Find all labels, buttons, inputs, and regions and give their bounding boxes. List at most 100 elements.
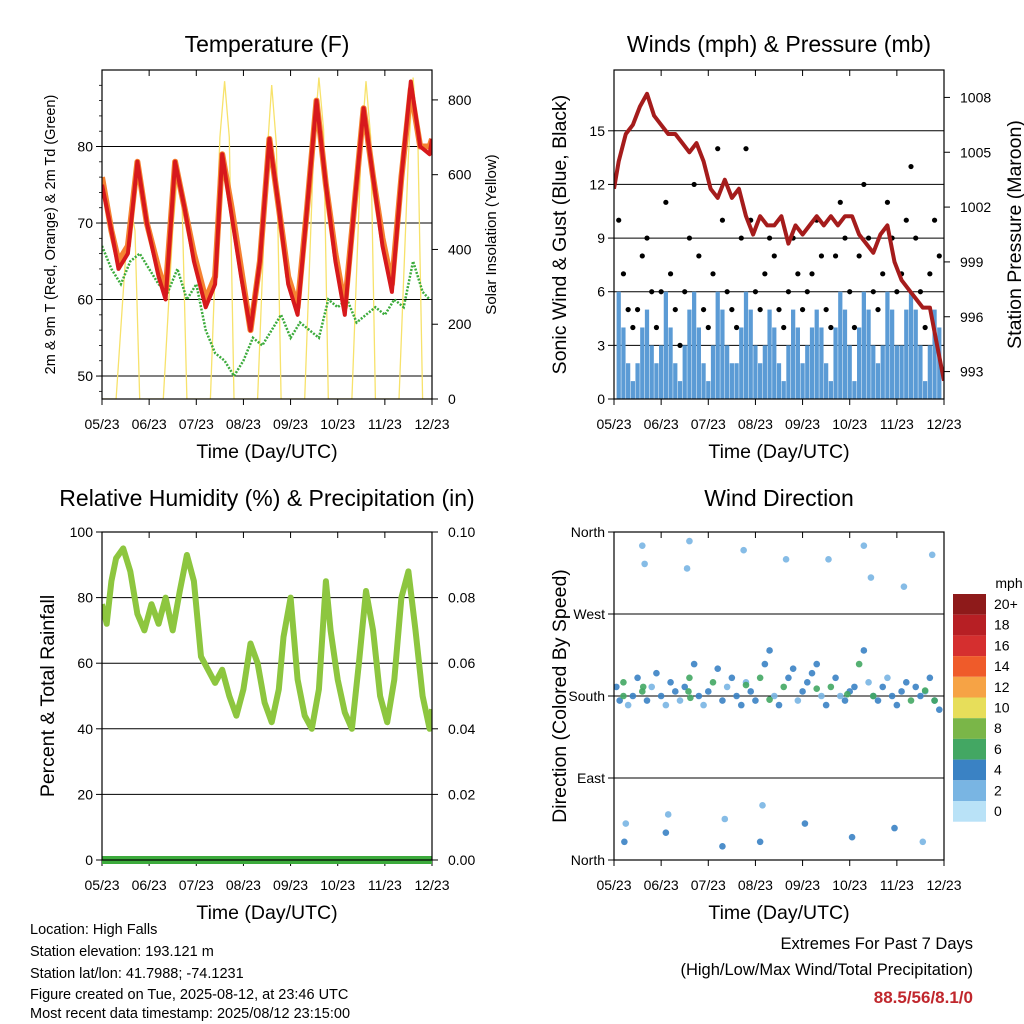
wind-speed-bar: [847, 345, 852, 399]
direction-point: [827, 683, 835, 691]
gust-point: [865, 235, 872, 241]
gust-point: [861, 181, 867, 188]
temperature-x-tick-label: 07/23: [179, 416, 214, 432]
direction-point: [855, 660, 863, 668]
wind-speed-bar: [838, 291, 843, 399]
temperature-y-tick-label: 80: [77, 139, 93, 155]
direction-point: [752, 697, 759, 704]
temperature-y-tick-label: 70: [77, 215, 93, 231]
direction-point: [867, 574, 875, 581]
info-elevation: Station elevation: 193.121 m: [30, 944, 214, 960]
temperature-frame: [101, 69, 433, 400]
humidity-panel: Relative Humidity (%) & Precipitation (i…: [37, 485, 475, 924]
gust-point: [762, 271, 768, 277]
humidity-x-tick-label: 12/23: [414, 877, 449, 893]
wind-speed-bar: [880, 345, 885, 399]
speed-legend: mph 20+ 18 16 14 12 10 8 6 4 2 0: [953, 575, 1023, 822]
humidity-y-axis-label: Percent & Total Rainfall: [37, 595, 59, 797]
gust-point: [894, 289, 900, 295]
direction-point: [714, 665, 722, 672]
wind-speed-bar: [923, 381, 928, 399]
direction-point: [723, 683, 731, 691]
winds-y-tick-label: 9: [597, 230, 605, 246]
wind-speed-bar: [720, 309, 725, 399]
gust-point: [856, 253, 862, 259]
direction-point: [742, 681, 750, 689]
direction-point: [648, 683, 656, 691]
winds-x-tick-label: 08/23: [738, 416, 773, 432]
wind-speed-bar: [743, 291, 749, 399]
direction-point: [766, 647, 773, 654]
direction-point: [874, 697, 882, 704]
direction-y-tick-label: East: [577, 770, 605, 786]
wind-speed-bar: [871, 345, 876, 399]
gust-point: [875, 306, 881, 313]
wind-speed-bar: [635, 363, 640, 399]
wind-speed-bar: [894, 345, 899, 399]
direction-point: [832, 674, 839, 682]
direction-point: [766, 696, 773, 703]
gust-point: [884, 199, 891, 205]
direction-x-tick-label: 06/23: [644, 877, 679, 893]
gust-point: [663, 199, 669, 205]
temp-2m-line: [102, 79, 432, 333]
humidity-y-tick-label: 0: [85, 852, 93, 868]
gust-point: [823, 306, 829, 313]
gust-point: [880, 271, 886, 277]
gust-point: [795, 271, 801, 277]
direction-point: [704, 688, 712, 695]
wind-speed-bar: [668, 327, 673, 399]
speed-legend-swatch: [953, 759, 986, 781]
gust-point: [908, 163, 914, 170]
wind-speed-bar: [927, 345, 932, 399]
direction-point: [740, 546, 747, 554]
direction-point: [687, 694, 694, 702]
wind-speed-bar: [932, 309, 937, 399]
gust-point: [705, 324, 711, 331]
wind-speed-bar: [734, 363, 739, 399]
humidity-y2-tick-label: 0.06: [448, 655, 475, 671]
direction-point: [662, 829, 670, 836]
temperature-x-tick-label: 12/23: [414, 416, 449, 432]
speed-legend-label: 2: [994, 782, 1002, 798]
gust-point: [715, 146, 721, 152]
temp-9m-line: [102, 86, 432, 334]
humidity-y2-tick-label: 0.02: [448, 786, 475, 802]
gust-point: [828, 324, 834, 331]
direction-point: [700, 701, 707, 709]
speed-legend-title: mph: [995, 575, 1022, 591]
direction-point: [801, 820, 809, 827]
wind-speed-bar: [814, 309, 819, 399]
gust-point: [809, 271, 815, 277]
wind-speed-bar: [866, 309, 871, 399]
winds-data: [614, 91, 944, 399]
direction-x-axis-label: Time (Day/UTC): [708, 902, 849, 924]
temperature-x-tick-label: 10/23: [320, 416, 355, 432]
wind-speed-bar: [663, 291, 668, 399]
temperature-x-tick-label: 06/23: [132, 416, 167, 432]
gust-point: [700, 306, 707, 313]
wind-speed-bar: [908, 291, 914, 399]
direction-point: [836, 692, 844, 700]
direction-point: [799, 688, 806, 695]
direction-point: [643, 697, 651, 704]
wind-speed-bar: [918, 345, 923, 399]
winds-x-tick-label: 06/23: [644, 416, 679, 432]
wind-speed-bar: [791, 309, 796, 399]
direction-point: [780, 683, 788, 691]
gust-point: [724, 289, 730, 295]
winds-x-tick-label: 11/23: [880, 416, 914, 432]
gust-point: [781, 324, 787, 331]
temperature-title: Temperature (F): [185, 31, 350, 57]
speed-legend-swatch: [953, 635, 986, 657]
wind-speed-bar: [904, 309, 909, 399]
direction-point: [822, 701, 830, 709]
gust-point: [644, 235, 650, 241]
wind-speed-bar: [762, 345, 767, 399]
speed-legend-swatch: [953, 656, 986, 677]
humidity-x-tick-label: 05/23: [84, 877, 119, 893]
direction-point: [676, 697, 684, 704]
direction-x-tick-label: 12/23: [926, 877, 961, 893]
humidity-data: [102, 545, 432, 732]
direction-point: [879, 683, 887, 691]
